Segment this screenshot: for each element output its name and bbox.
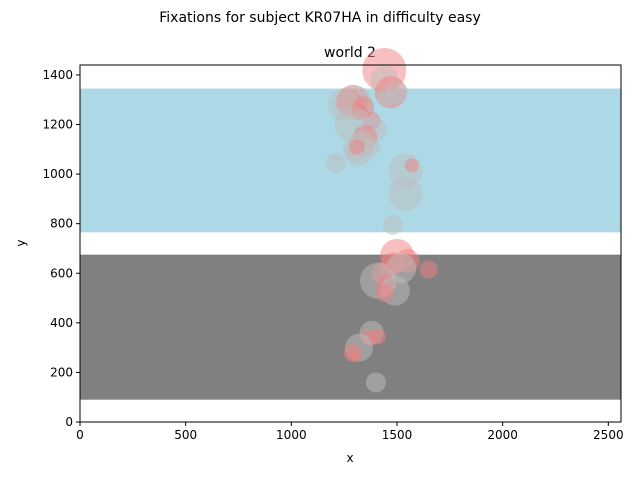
y-tick-label: 0 xyxy=(65,415,73,429)
x-tick-label: 1000 xyxy=(276,428,307,442)
fixation-point xyxy=(348,350,361,363)
y-tick-label: 1200 xyxy=(42,118,73,132)
x-tick-label: 2500 xyxy=(593,428,624,442)
plot-frame xyxy=(79,64,622,423)
chart-title: world 2 xyxy=(324,45,376,61)
fixation-point xyxy=(404,158,419,173)
y-tick-label: 200 xyxy=(50,365,73,379)
plot-area xyxy=(79,47,622,423)
fixation-point xyxy=(365,372,386,393)
fixation-point xyxy=(325,152,346,173)
y-tick-label: 600 xyxy=(50,266,73,280)
fixation-point xyxy=(382,214,403,235)
region-band-1 xyxy=(80,254,621,400)
fixation-point xyxy=(388,176,423,211)
y-axis: 0 200 400 600 800 1000 1200 1400 xyxy=(42,68,80,429)
x-tick-label: 0 xyxy=(76,428,84,442)
y-tick-label: 1000 xyxy=(42,167,73,181)
y-tick-label: 800 xyxy=(50,217,73,231)
y-axis-label: y xyxy=(14,239,28,246)
x-tick-label: 2000 xyxy=(487,428,518,442)
x-tick-label: 500 xyxy=(174,428,197,442)
x-axis-label: x xyxy=(346,451,353,465)
x-axis: 0 500 1000 1500 2000 2500 xyxy=(76,422,624,442)
fixation-point xyxy=(385,81,408,104)
scatter-points xyxy=(325,47,438,393)
x-tick-label: 1500 xyxy=(382,428,413,442)
y-tick-label: 400 xyxy=(50,316,73,330)
fixation-point xyxy=(348,138,365,155)
y-tick-label: 1400 xyxy=(42,68,73,82)
fixation-point xyxy=(419,260,438,279)
fixation-point xyxy=(375,284,394,303)
figure-suptitle: Fixations for subject KR07HA in difficul… xyxy=(159,10,481,26)
